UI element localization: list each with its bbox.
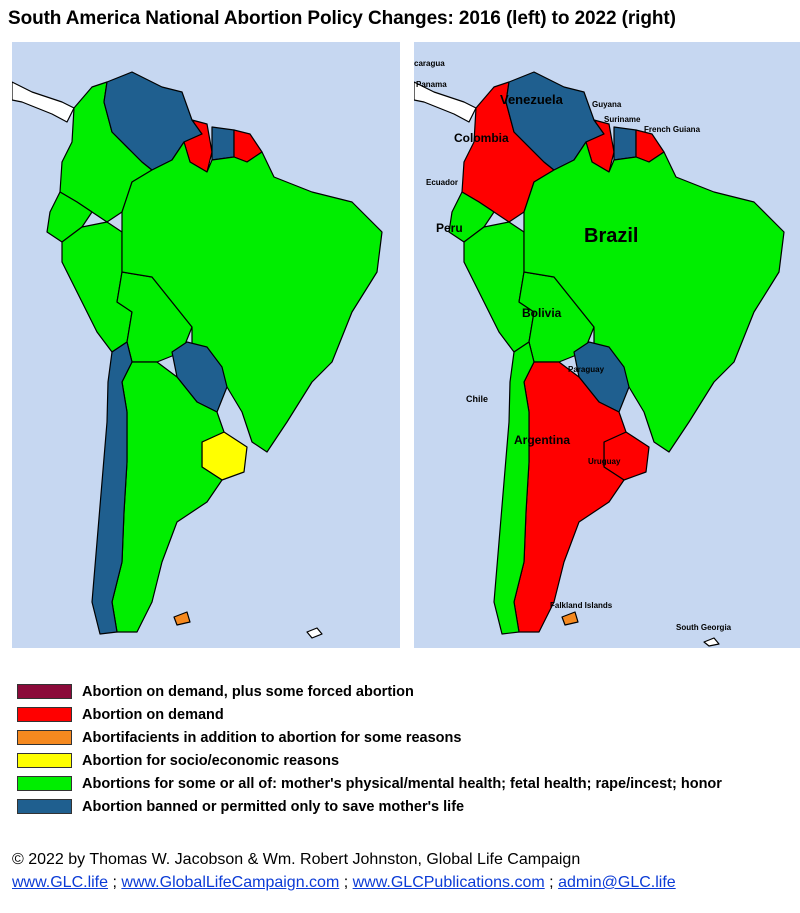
legend-swatch bbox=[17, 753, 72, 768]
label-suriname: Suriname bbox=[604, 115, 641, 124]
link-separator: ; bbox=[112, 874, 117, 891]
label-ecuador: Ecuador bbox=[426, 178, 458, 187]
country-falklands bbox=[173, 611, 191, 626]
legend-item: Abortion for socio/economic reasons bbox=[14, 749, 798, 772]
link-globallifecampaign[interactable]: www.GlobalLifeCampaign.com bbox=[121, 874, 340, 891]
legend-item: Abortions for some or all of: mother's p… bbox=[14, 772, 798, 795]
link-glc-life[interactable]: www.GLC.life bbox=[12, 874, 109, 891]
label-panama: Panama bbox=[416, 80, 447, 89]
label-chile: Chile bbox=[466, 394, 488, 404]
country-chile bbox=[91, 341, 133, 635]
map-2016 bbox=[12, 42, 400, 648]
label-brazil: Brazil bbox=[584, 225, 638, 247]
label-colombia: Colombia bbox=[454, 131, 509, 145]
link-separator: ; bbox=[549, 874, 554, 891]
label-french-guiana: French Guiana bbox=[644, 125, 701, 134]
credits: © 2022 by Thomas W. Jacobson & Wm. Rober… bbox=[12, 848, 676, 894]
legend-label: Abortifacients in addition to abortion f… bbox=[82, 729, 462, 746]
legend-swatch bbox=[17, 684, 72, 699]
label-guyana: Guyana bbox=[592, 100, 622, 109]
label-argentina: Argentina bbox=[514, 433, 570, 447]
legend-label: Abortion on demand bbox=[82, 706, 224, 723]
legend-label: Abortion banned or permitted only to sav… bbox=[82, 798, 465, 815]
legend-item: Abortion on demand, plus some forced abo… bbox=[14, 680, 798, 703]
country-brazil bbox=[121, 141, 383, 453]
island-south-georgia bbox=[703, 637, 720, 647]
label-falklands: Falkland Islands bbox=[550, 601, 613, 610]
link-glcpublications[interactable]: www.GLCPublications.com bbox=[352, 874, 545, 891]
page-title: South America National Abortion Policy C… bbox=[8, 8, 676, 29]
label-bolivia: Bolivia bbox=[522, 306, 562, 320]
credit-links: www.GLC.life ; www.GlobalLifeCampaign.co… bbox=[12, 871, 676, 894]
label-paraguay: Paraguay bbox=[568, 365, 605, 374]
map-2022-svg: caragua Panama Venezuela Guyana Suriname… bbox=[414, 59, 785, 647]
country-falklands bbox=[561, 611, 579, 626]
country-suriname bbox=[211, 126, 235, 161]
legend-item: Abortion banned or permitted only to sav… bbox=[14, 795, 798, 818]
island-south-georgia bbox=[306, 627, 323, 639]
legend-item: Abortion on demand bbox=[14, 703, 798, 726]
legend-swatch bbox=[17, 799, 72, 814]
legend-swatch bbox=[17, 707, 72, 722]
legend: Abortion on demand, plus some forced abo… bbox=[14, 680, 798, 818]
label-nicaragua: caragua bbox=[414, 59, 445, 68]
legend-label: Abortion for socio/economic reasons bbox=[82, 752, 340, 769]
label-venezuela: Venezuela bbox=[500, 92, 564, 107]
country-chile bbox=[493, 341, 535, 635]
legend-item: Abortifacients in addition to abortion f… bbox=[14, 726, 798, 749]
legend-label: Abortions for some or all of: mother's p… bbox=[82, 775, 722, 792]
central-america bbox=[12, 81, 75, 123]
country-suriname bbox=[613, 126, 637, 161]
link-email[interactable]: admin@GLC.life bbox=[558, 874, 676, 891]
link-separator: ; bbox=[343, 874, 349, 891]
legend-swatch bbox=[17, 730, 72, 745]
label-south-georgia: South Georgia bbox=[676, 623, 732, 632]
country-brazil bbox=[523, 141, 785, 453]
label-peru: Peru bbox=[436, 221, 463, 235]
copyright-text: © 2022 by Thomas W. Jacobson & Wm. Rober… bbox=[12, 851, 581, 868]
central-america bbox=[414, 81, 477, 123]
map-2022: caragua Panama Venezuela Guyana Suriname… bbox=[414, 42, 800, 648]
label-uruguay: Uruguay bbox=[588, 457, 621, 466]
legend-swatch bbox=[17, 776, 72, 791]
map-2016-svg bbox=[12, 71, 383, 639]
legend-label: Abortion on demand, plus some forced abo… bbox=[82, 683, 414, 700]
